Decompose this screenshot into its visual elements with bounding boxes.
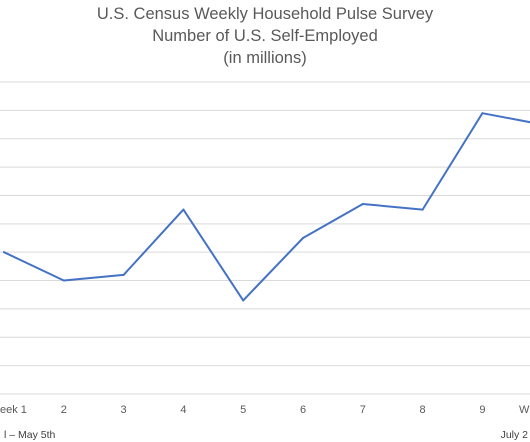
x-tick-label: W [519,404,530,416]
data-point [481,112,484,115]
x-axis-tick-labels: eek 1 2 3 4 5 6 7 8 9 W [0,404,530,416]
x-tick-label: 2 [61,404,67,416]
chart-title: U.S. Census Weekly Household Pulse Surve… [0,3,530,69]
data-point [122,273,125,276]
x-tick-label: 4 [180,404,186,416]
series-line [3,112,530,302]
data-point [3,251,5,254]
chart-title-line-2: Number of U.S. Self-Employed [152,27,378,45]
footnote-right: July 2 [501,429,529,441]
footnote-left: l – May 5th [4,429,56,441]
data-point [302,237,304,239]
chart-title-line-3: (in millions) [223,49,307,67]
x-tick-label: 7 [360,404,366,416]
data-point [421,208,424,211]
x-tick-label: 6 [300,404,306,416]
data-point [62,279,65,282]
data-point [182,208,185,211]
data-point [361,203,364,205]
series-layer [3,112,530,302]
x-tick-label: 8 [420,404,426,416]
data-point [242,299,245,302]
x-tick-label: 3 [121,404,127,416]
gridlines [0,81,530,395]
x-tick-label: eek 1 [0,404,27,416]
x-tick-label: 9 [479,404,485,416]
x-tick-label: 5 [240,404,246,416]
chart-title-line-1: U.S. Census Weekly Household Pulse Surve… [96,5,434,23]
